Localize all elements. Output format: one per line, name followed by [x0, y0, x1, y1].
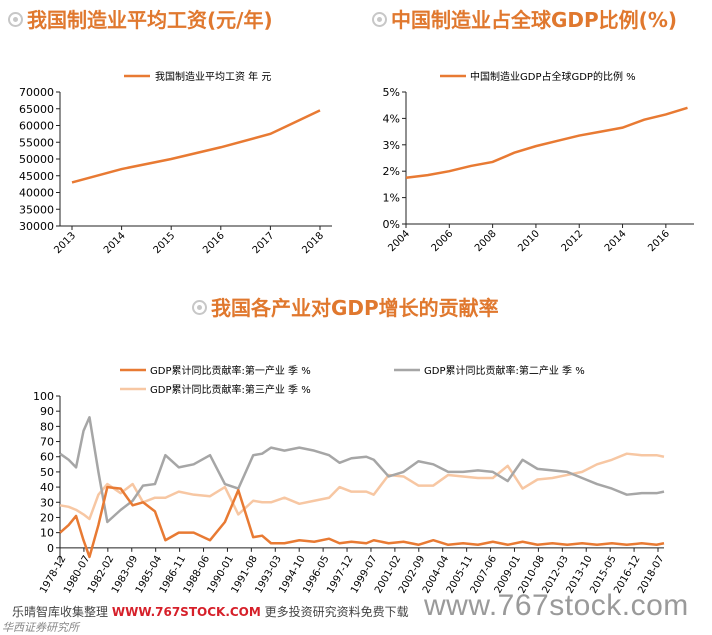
y-tick-label: 45000: [19, 170, 54, 183]
y-tick-label: 40: [40, 481, 54, 494]
y-tick-label: 50000: [19, 153, 54, 166]
footer-source: 华西证券研究所: [2, 619, 79, 635]
legend-label: 我国制造业平均工资 年 元: [155, 70, 271, 83]
y-tick-label: 50: [40, 466, 54, 479]
y-tick-label: 40000: [19, 187, 54, 200]
share-title-text: 中国制造业占全球GDP比例(%): [391, 8, 677, 32]
y-tick-label: 1%: [383, 192, 400, 205]
y-tick-label: 20: [40, 511, 54, 524]
footer-suffix: 更多投资研究资料免费下载: [265, 605, 409, 619]
gdp-contribution-line-chart: 01020304050607080901001978-121980-071982…: [0, 355, 712, 601]
contrib-chart-title: 我国各产业对GDP增长的贡献率: [192, 292, 499, 321]
y-tick-label: 2%: [383, 165, 400, 178]
y-tick-label: 60: [40, 451, 54, 464]
contrib-title-text: 我国各产业对GDP增长的贡献率: [211, 296, 499, 320]
x-tick-label: 2012: [560, 228, 586, 254]
legend-label: GDP累计同比贡献率:第一产业 季 %: [150, 364, 311, 377]
x-tick-label: 2016: [201, 230, 227, 256]
x-tick-label: 2014: [102, 230, 128, 256]
y-tick-label: 30000: [19, 220, 54, 233]
legend-label: GDP累计同比贡献率:第二产业 季 %: [424, 364, 585, 377]
legend-label: GDP累计同比贡献率:第三产业 季 %: [150, 383, 311, 396]
y-tick-label: 30: [40, 496, 54, 509]
wage-chart-title: 我国制造业平均工资(元/年): [8, 4, 273, 33]
y-tick-label: 65000: [19, 103, 54, 116]
footer-credit: 乐晴智库收集整理 WWW.767STOCK.COM 更多投资研究资料免费下载: [12, 603, 409, 620]
x-tick-label: 2010: [516, 228, 542, 254]
footer-prefix: 乐晴智库收集整理: [12, 605, 108, 619]
y-tick-label: 10: [40, 527, 54, 540]
x-tick-label: 2004: [386, 228, 412, 254]
wage-line-chart: 30000 35000 40000 45000 50000 55000 60000 65000…: [0, 60, 340, 270]
circle-bullet-icon: [372, 12, 387, 27]
x-tick-label: 2015: [152, 230, 178, 256]
x-tick-label: 2013: [52, 230, 78, 256]
series-line-primary-industry: [60, 487, 664, 557]
legend-label: 中国制造业GDP占全球GDP的比例 %: [470, 70, 636, 83]
y-tick-label: 3%: [383, 139, 400, 152]
x-tick-label: 2006: [430, 228, 456, 254]
watermark: www.767stock.com: [424, 589, 689, 623]
y-tick-label: 35000: [19, 203, 54, 216]
wage-title-text: 我国制造业平均工资(元/年): [27, 8, 273, 32]
x-tick-label: 2018: [300, 230, 326, 256]
y-tick-label: 0%: [383, 218, 400, 231]
series-line-secondary-industry: [60, 417, 664, 522]
series-line-gdp-share: [406, 108, 688, 178]
y-tick-label: 0: [47, 542, 54, 555]
footer: 乐晴智库收集整理 WWW.767STOCK.COM 更多投资研究资料免费下载 w…: [0, 601, 712, 631]
gdp-share-line-chart: 0% 1% 2% 3% 4% 5% 2004 2006 2008 2010 2012 2014 2016…: [360, 60, 712, 270]
circle-bullet-icon: [192, 300, 207, 315]
y-tick-label: 90: [40, 405, 54, 418]
series-line-wage: [72, 110, 320, 182]
x-tick-label: 2014: [603, 228, 629, 254]
x-tick-label: 2016: [646, 228, 672, 254]
y-tick-label: 100: [33, 390, 54, 403]
y-tick-label: 4%: [383, 112, 400, 125]
y-tick-label: 55000: [19, 136, 54, 149]
x-tick-label: 2008: [473, 228, 499, 254]
share-chart-title: 中国制造业占全球GDP比例(%): [372, 4, 677, 33]
y-tick-label: 70: [40, 436, 54, 449]
circle-bullet-icon: [8, 12, 23, 27]
x-tick-label: 2017: [251, 230, 277, 256]
y-tick-label: 60000: [19, 120, 54, 133]
y-tick-label: 70000: [19, 86, 54, 99]
footer-site-link[interactable]: WWW.767STOCK.COM: [112, 605, 261, 619]
y-tick-label: 80: [40, 420, 54, 433]
y-tick-label: 5%: [383, 86, 400, 99]
